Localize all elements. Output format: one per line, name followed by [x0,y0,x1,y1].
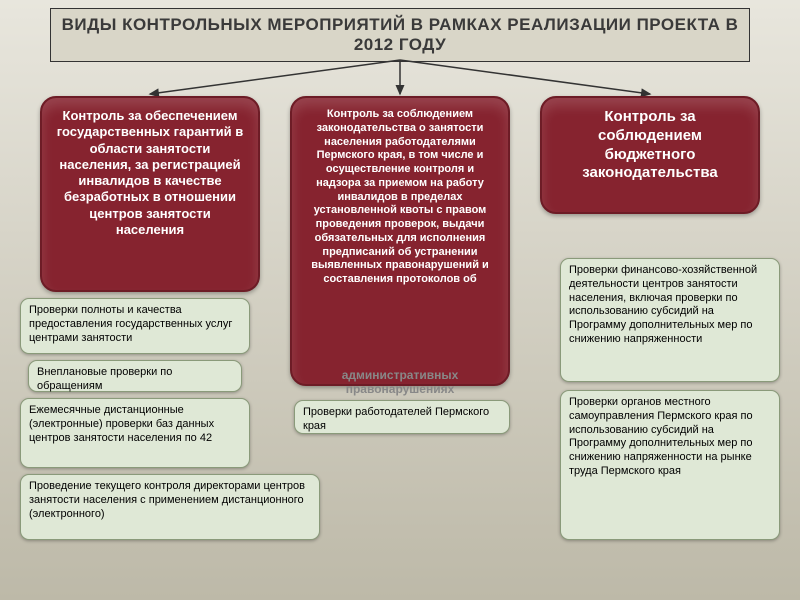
sub-box-left-2: Внеплановые проверки по обращениям [28,360,242,392]
sub-box-right-1: Проверки финансово-хозяйственной деятель… [560,258,780,382]
sub-box-center-1: Проверки работодателей Пермского края [294,400,510,434]
sub-box-right-2: Проверки органов местного самоуправления… [560,390,780,540]
sub-box-left-1: Проверки полноты и качества предоставлен… [20,298,250,354]
sub-l3-text: Ежемесячные дистанционные (электронные) … [29,404,214,444]
overflow-shadow-text: административных правонарушениях [300,368,500,397]
main-left-text: Контроль за обеспечением государственных… [57,108,244,237]
connector-arrows [0,58,800,98]
main-center-text: Контроль за соблюдением законодательства… [311,108,489,285]
overflow-shadow-label: административных правонарушениях [342,368,459,396]
sub-l4-text: Проведение текущего контроля директорами… [29,480,305,520]
sub-r2-text: Проверки органов местного самоуправления… [569,396,753,477]
page-title: ВИДЫ КОНТРОЛЬНЫХ МЕРОПРИЯТИЙ В РАМКАХ РЕ… [50,8,750,62]
main-box-center: Контроль за соблюдением законодательства… [290,96,510,386]
title-text: ВИДЫ КОНТРОЛЬНЫХ МЕРОПРИЯТИЙ В РАМКАХ РЕ… [62,15,739,54]
main-box-right: Контроль за соблюдением бюджетного закон… [540,96,760,214]
main-box-left: Контроль за обеспечением государственных… [40,96,260,292]
sub-r1-text: Проверки финансово-хозяйственной деятель… [569,264,757,345]
sub-l2-text: Внеплановые проверки по обращениям [37,366,172,392]
sub-box-left-4: Проведение текущего контроля директорами… [20,474,320,540]
main-right-text: Контроль за соблюдением бюджетного закон… [582,108,717,181]
sub-l1-text: Проверки полноты и качества предоставлен… [29,304,232,344]
sub-box-left-3: Ежемесячные дистанционные (электронные) … [20,398,250,468]
sub-c1-text: Проверки работодателей Пермского края [303,406,489,432]
